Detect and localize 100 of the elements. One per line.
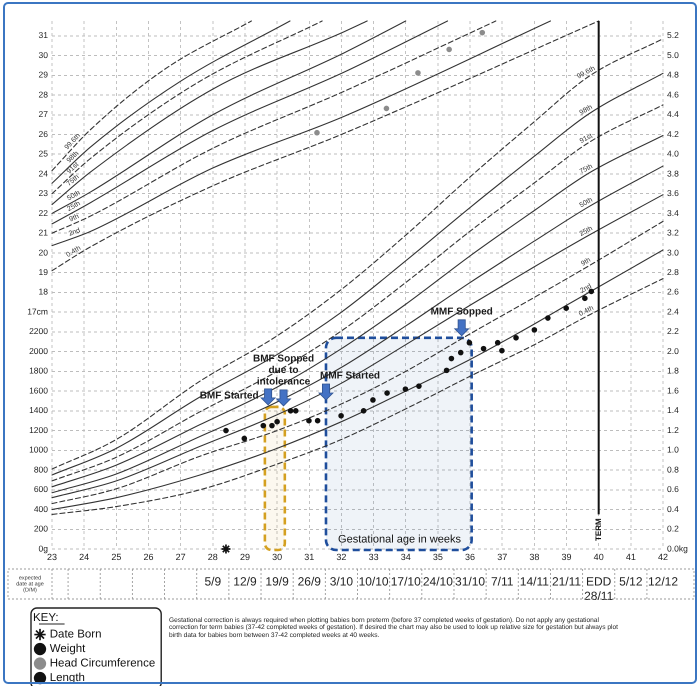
legend-label: Weight <box>50 643 86 656</box>
point <box>384 106 390 112</box>
point <box>582 296 588 302</box>
point <box>260 422 266 428</box>
x2-tick-label: 19/9 <box>265 574 290 589</box>
point <box>384 390 390 396</box>
x2-tick-label: 31/10 <box>455 574 486 589</box>
y-tick-label: 2.0 <box>667 346 680 356</box>
y-tick-label: 3.2 <box>667 228 680 238</box>
x-tick-label: 40 <box>594 552 604 562</box>
point <box>292 408 299 414</box>
line-series <box>51 20 600 272</box>
y3-tick-label: 20 <box>38 247 48 258</box>
y2-tick-label: 800 <box>34 464 48 474</box>
y-tick-label: 0.2 <box>667 524 680 534</box>
x-tick-label: 33 <box>368 552 379 562</box>
y3-tick-label: 25 <box>38 148 48 159</box>
x2-tick-label: 12/9 <box>233 574 257 589</box>
y-tick-label: 5.2 <box>667 30 680 40</box>
y-tick-label: 2.2 <box>667 326 680 336</box>
line-series <box>51 20 551 246</box>
y-tick-label: 4.0 <box>667 148 680 159</box>
y3-tick-label: 30 <box>38 50 48 60</box>
y3-tick-label: 18 <box>38 286 48 297</box>
x2-tick-label: 26/9 <box>298 574 322 589</box>
y-tick-label: 3.8 <box>667 168 680 178</box>
x-tick-label: 30 <box>272 552 282 562</box>
y3-tick-label: 19 <box>38 267 48 278</box>
point <box>338 412 344 419</box>
x2-tick-label: 10/10 <box>358 574 389 589</box>
y-tick-label: 1.2 <box>667 424 680 435</box>
y-tick-label: 1.8 <box>667 366 680 376</box>
x-tick-label: 36 <box>465 552 476 562</box>
y-tick-label: 1.4 <box>667 405 680 416</box>
x2-tick-label: 5/12 <box>619 574 643 589</box>
point <box>269 422 275 428</box>
point <box>444 368 450 374</box>
point <box>274 418 280 424</box>
x2-tick-label: 5/9 <box>204 574 222 589</box>
y-tick-label: 3.6 <box>667 188 680 198</box>
y2-tick-label: 600 <box>34 484 48 494</box>
x2-tick-label: 12/12 <box>648 574 678 589</box>
point <box>532 327 538 333</box>
y3-tick-label: 27 <box>38 109 48 120</box>
y2-tick-label: 1800 <box>29 366 48 376</box>
y-tick-label: 2.6 <box>667 286 680 297</box>
point <box>545 315 551 321</box>
point <box>480 346 486 352</box>
y-tick-label: 0.4 <box>667 504 680 514</box>
y-tick-label: 0.8 <box>667 464 680 474</box>
x-tick-label: 41 <box>626 552 636 562</box>
x2-tick-label: 14/11 <box>520 574 550 589</box>
point <box>466 340 472 346</box>
point <box>415 70 421 76</box>
x2-tick-label: 7/11 <box>490 574 514 589</box>
x2-tick-label: 17/10 <box>390 574 422 589</box>
x-tick-label: 37 <box>497 552 508 562</box>
x-tick-label: 29 <box>240 552 250 562</box>
x-axis-title: Gestational age in weeks <box>338 534 462 546</box>
x-tick-label: 24 <box>79 552 90 562</box>
point <box>306 418 312 424</box>
annotation: MMF Sopped <box>430 306 493 318</box>
x-tick-label: 31 <box>304 552 314 562</box>
x2-tick-label: 21/11 <box>552 574 582 589</box>
y2-tick-label: 1000 <box>29 444 48 455</box>
x-tick-label: 27 <box>176 552 186 562</box>
x2-tick-label: 24/10 <box>422 574 454 589</box>
x-tick-label: 42 <box>658 552 668 562</box>
y-tick-label: 1.0 <box>667 444 680 455</box>
point <box>220 544 232 554</box>
y-tick-label: 4.2 <box>667 128 680 139</box>
y3-tick-label: 28 <box>38 89 48 100</box>
point <box>370 397 376 403</box>
y-tick-label: 1.6 <box>667 385 680 396</box>
y3-tick-label: 26 <box>38 128 48 139</box>
y-tick-label: 3.4 <box>667 208 680 218</box>
x-tick-label: 23 <box>46 552 58 562</box>
y3-tick-label: 29 <box>38 70 48 80</box>
y2-tick-label: 200 <box>34 524 48 534</box>
y2-tick-label: 400 <box>34 504 48 514</box>
x-tick-label: 34 <box>400 552 411 562</box>
y-tick-label: 2.8 <box>667 267 680 278</box>
x-tick-label: 38 <box>529 552 540 562</box>
y2-tick-label: 2200 <box>29 326 48 336</box>
y3-tick-label: 17cm <box>27 306 48 316</box>
legend-title: KEY: <box>33 612 59 624</box>
y3-tick-label: 22 <box>38 208 48 218</box>
y2-tick-label: 0g <box>38 543 48 554</box>
y3-tick-label: 23 <box>38 188 48 198</box>
point <box>288 408 294 414</box>
point <box>314 418 320 424</box>
y-tick-label: 4.6 <box>667 89 680 100</box>
legend-label: Date Born <box>50 628 102 641</box>
point <box>563 305 570 311</box>
point <box>448 356 454 362</box>
y2-tick-label: 1600 <box>29 385 48 396</box>
y3-tick-label: 31 <box>38 30 48 40</box>
x2-tick-label: 3/10 <box>330 574 354 589</box>
legend-label: Length <box>50 672 85 684</box>
point <box>416 383 422 389</box>
